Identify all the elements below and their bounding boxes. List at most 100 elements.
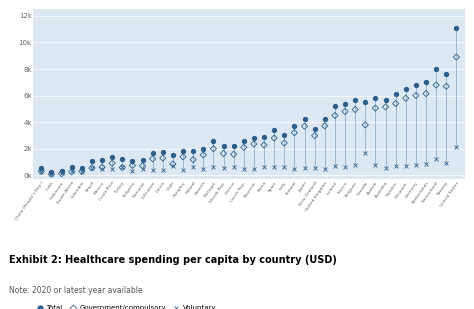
Point — [68, 165, 75, 170]
Point — [98, 158, 106, 163]
Point — [422, 91, 430, 96]
Point — [291, 130, 298, 135]
Point — [68, 169, 75, 174]
Point — [118, 157, 126, 162]
Point — [240, 166, 247, 171]
Point — [190, 149, 197, 154]
Point — [250, 167, 258, 172]
Text: Note: 2020 or latest year available: Note: 2020 or latest year available — [9, 286, 143, 295]
Point — [453, 55, 460, 60]
Point — [260, 164, 268, 169]
Point — [47, 171, 55, 176]
Point — [190, 164, 197, 169]
Point — [453, 26, 460, 31]
Point — [453, 145, 460, 150]
Point — [200, 152, 207, 157]
Point — [109, 155, 116, 160]
Point — [78, 169, 86, 174]
Point — [220, 151, 228, 156]
Point — [210, 146, 217, 151]
Point — [128, 159, 136, 163]
Point — [220, 165, 228, 170]
Point — [169, 162, 177, 167]
Point — [149, 156, 156, 161]
Legend: Total, Government/compulsory, Voluntary: Total, Government/compulsory, Voluntary — [36, 305, 216, 309]
Point — [402, 87, 410, 91]
Point — [78, 169, 86, 174]
Point — [210, 138, 217, 143]
Point — [432, 157, 440, 162]
Point — [321, 117, 328, 122]
Point — [331, 163, 339, 168]
Point — [412, 162, 419, 167]
Point — [443, 72, 450, 77]
Point — [372, 163, 379, 168]
Point — [311, 133, 319, 138]
Point — [331, 113, 339, 118]
Point — [240, 138, 247, 143]
Point — [169, 163, 177, 168]
Point — [128, 163, 136, 168]
Point — [392, 101, 400, 106]
Point — [362, 122, 369, 127]
Point — [230, 164, 237, 169]
Point — [402, 163, 410, 168]
Point — [37, 166, 45, 171]
Point — [321, 166, 328, 171]
Point — [159, 167, 166, 172]
Point — [37, 169, 45, 174]
Point — [109, 161, 116, 166]
Point — [200, 146, 207, 151]
Point — [88, 165, 96, 170]
Point — [301, 117, 308, 122]
Point — [98, 166, 106, 171]
Point — [443, 161, 450, 166]
Point — [372, 96, 379, 101]
Point — [210, 165, 217, 170]
Point — [402, 96, 410, 101]
Point — [291, 124, 298, 129]
Point — [382, 97, 389, 102]
Point — [362, 100, 369, 105]
Point — [109, 167, 116, 172]
Point — [291, 166, 298, 171]
Point — [200, 167, 207, 171]
Point — [311, 126, 319, 131]
Point — [88, 159, 96, 163]
Point — [179, 167, 187, 172]
Point — [422, 80, 430, 85]
Point — [432, 83, 440, 87]
Point — [118, 165, 126, 170]
Point — [281, 132, 288, 137]
Point — [47, 170, 55, 175]
Point — [260, 134, 268, 139]
Point — [159, 150, 166, 155]
Point — [179, 149, 187, 154]
Point — [190, 157, 197, 162]
Point — [159, 156, 166, 161]
Point — [68, 168, 75, 173]
Point — [128, 168, 136, 173]
Point — [230, 152, 237, 157]
Point — [149, 151, 156, 156]
Point — [139, 157, 146, 162]
Point — [341, 165, 349, 170]
Point — [139, 167, 146, 172]
Point — [98, 165, 106, 170]
Text: Exhibit 2: Healthcare spending per capita by country (USD): Exhibit 2: Healthcare spending per capit… — [9, 255, 337, 265]
Point — [341, 101, 349, 106]
Point — [412, 83, 419, 87]
Point — [240, 145, 247, 150]
Point — [443, 84, 450, 89]
Point — [422, 162, 430, 167]
Point — [220, 144, 228, 149]
Point — [382, 104, 389, 109]
Point — [351, 107, 359, 112]
Point — [118, 164, 126, 169]
Point — [78, 165, 86, 170]
Point — [169, 152, 177, 157]
Point — [270, 165, 278, 170]
Point — [311, 166, 319, 171]
Point — [250, 142, 258, 146]
Point — [351, 97, 359, 102]
